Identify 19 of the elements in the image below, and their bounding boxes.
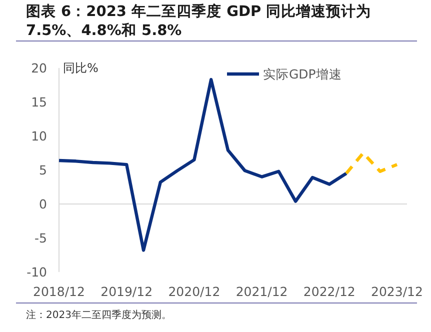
y-tick-label: 5 (39, 162, 47, 178)
legend: 实际GDP增速 (227, 66, 342, 82)
y-tick-label: 15 (31, 94, 47, 110)
x-tick-label: 2021/12 (236, 284, 288, 299)
legend-label: 实际GDP增速 (263, 66, 342, 82)
text: 注：2023年二至四季度为预测。 (26, 309, 172, 321)
y-tick-label: -10 (26, 264, 48, 280)
x-tick-label: 2020/12 (168, 284, 220, 299)
title: 图表 6：2023 年二至四季度 GDP 同比增速预计为 7.5%、4.8%和 5.8% (26, 4, 372, 39)
y-tick-label: 10 (31, 128, 48, 144)
y-tick-label: -5 (34, 230, 47, 246)
x-tick-label: 2019/12 (100, 284, 153, 299)
x-tick-label: 2023/12 (371, 284, 423, 299)
y-tick-label: 0 (39, 196, 48, 212)
line-series (344, 151, 399, 175)
y-tick-label: 20 (31, 60, 48, 76)
y-axis-title: 同比% (63, 61, 98, 75)
x-tick-label: 2018/12 (33, 284, 85, 299)
x-tick-label: 2022/12 (303, 284, 356, 299)
